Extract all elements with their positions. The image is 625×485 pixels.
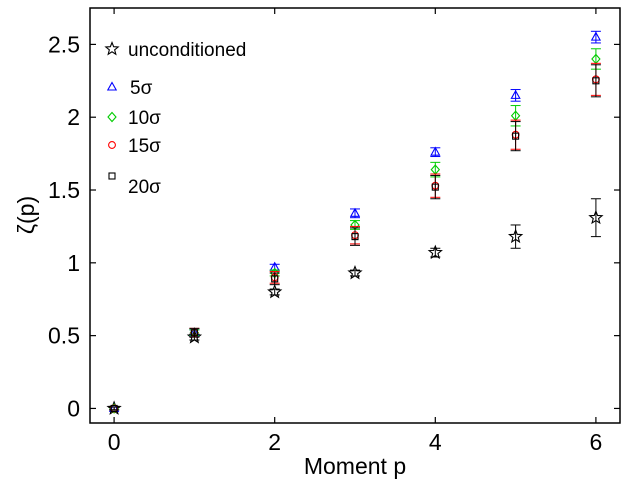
x-tick-label: 2 [268, 429, 281, 455]
data-point-star [588, 209, 604, 225]
y-tick-label: 0.5 [48, 323, 80, 349]
data-point-square [108, 172, 116, 180]
axis-ticks: 0 2 4 6 0 0.5 1 1.5 2 2.5 [48, 8, 620, 455]
data-point-square [271, 275, 279, 283]
data-point-triangle [430, 146, 441, 156]
x-tick-label: 6 [590, 429, 603, 455]
data-point-square [351, 233, 359, 241]
data-point-square [190, 329, 198, 337]
legend-label: 15σ [128, 136, 161, 157]
data-point-star [347, 265, 363, 280]
y-axis-label: ζ(p) [13, 196, 39, 234]
series-4 [109, 64, 601, 412]
data-point-star [427, 244, 443, 260]
data-point-triangle [106, 81, 118, 91]
data-point-triangle [510, 89, 521, 99]
legend-label: unconditioned [128, 40, 246, 61]
y-tick-label: 2.5 [48, 31, 80, 57]
series-layer [106, 30, 604, 415]
data-point-circle [108, 141, 116, 149]
data-point-star [186, 329, 203, 344]
x-axis-label: Moment p [304, 453, 406, 479]
plot-frame [89, 7, 621, 424]
legend-label: 20σ [128, 177, 161, 198]
data-point-triangle [349, 207, 361, 217]
data-point-diamond [107, 111, 117, 123]
legend: unconditioned 5σ 10σ 15σ 20σ [104, 40, 246, 198]
x-tick-label: 4 [429, 429, 442, 455]
legend-label: 5σ [130, 78, 153, 99]
data-point-triangle [590, 31, 602, 41]
data-point-square [592, 77, 600, 85]
y-tick-label: 1.5 [48, 177, 80, 203]
data-point-star [507, 228, 524, 244]
data-point-square [512, 132, 520, 140]
data-point-star [267, 283, 283, 299]
y-tick-label: 0 [67, 395, 80, 421]
legend-label: 10σ [128, 108, 161, 129]
data-point-star [104, 40, 120, 56]
y-tick-label: 2 [67, 104, 80, 130]
x-tick-label: 0 [108, 429, 121, 455]
y-tick-label: 1 [67, 250, 80, 276]
data-point-square [110, 404, 118, 412]
data-point-square [431, 183, 439, 191]
